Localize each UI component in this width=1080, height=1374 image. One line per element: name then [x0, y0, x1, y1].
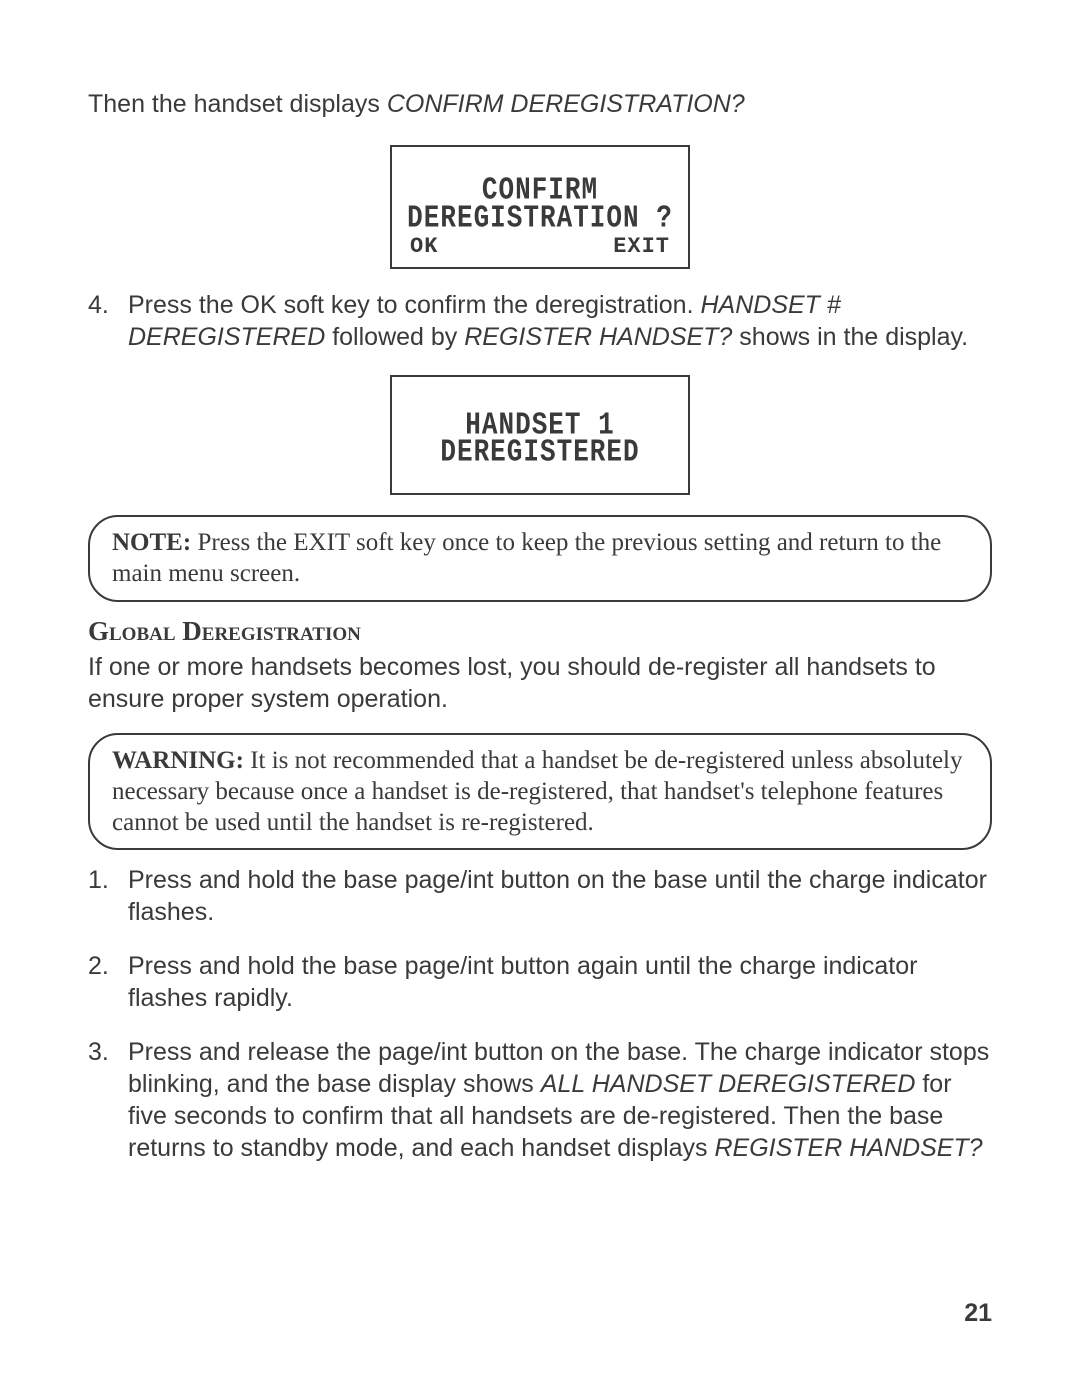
page-number: 21 — [964, 1299, 992, 1328]
intro-italic: CONFIRM DEREGISTRATION? — [387, 90, 745, 118]
step-1: 1. Press and hold the base page/int butt… — [88, 864, 992, 928]
note-body: Press the EXIT soft key once to keep the… — [112, 529, 941, 587]
note-callout: NOTE: Press the EXIT soft key once to ke… — [88, 515, 992, 602]
lcd-screen-confirm: CONFIRM DEREGISTRATION ? OK EXIT — [390, 145, 690, 269]
step-2-body: Press and hold the base page/int button … — [128, 950, 992, 1014]
intro-line: Then the handset displays CONFIRM DEREGI… — [88, 90, 992, 119]
warning-lead: WARNING: — [112, 747, 250, 774]
lcd2-line2: DEREGISTERED — [404, 436, 676, 469]
note-lead: NOTE: — [112, 529, 197, 556]
step-2-number: 2. — [88, 950, 128, 1014]
intro-prefix: Then the handset displays — [88, 90, 387, 118]
step-4: 4. Press the OK soft key to confirm the … — [88, 289, 992, 353]
step-1-body: Press and hold the base page/int button … — [128, 864, 992, 928]
lcd1-softkey-ok: OK — [410, 234, 438, 259]
section-body: If one or more handsets becomes lost, yo… — [88, 651, 992, 715]
warning-callout: WARNING: It is not recommended that a ha… — [88, 733, 992, 851]
s3-i2: REGISTER HANDSET? — [714, 1134, 982, 1162]
step-4-body: Press the OK soft key to confirm the der… — [128, 289, 992, 353]
lcd1-softkeys: OK EXIT — [404, 234, 676, 259]
lcd1-line2: DEREGISTRATION ? — [404, 202, 676, 235]
step4-t3: shows in the display. — [732, 323, 968, 351]
step-3: 3. Press and release the page/int button… — [88, 1036, 992, 1164]
step4-t2: followed by — [325, 323, 464, 351]
step4-i2: REGISTER HANDSET? — [464, 323, 732, 351]
lcd-screen-deregistered: HANDSET 1 DEREGISTERED — [390, 375, 690, 495]
step-3-number: 3. — [88, 1036, 128, 1164]
step-4-number: 4. — [88, 289, 128, 353]
section-heading: Global Deregistration — [88, 616, 992, 647]
lcd1-softkey-exit: EXIT — [613, 234, 670, 259]
step-2: 2. Press and hold the base page/int butt… — [88, 950, 992, 1014]
step4-t1: Press the OK soft key to confirm the der… — [128, 291, 700, 319]
s3-i1: ALL HANDSET DEREGISTERED — [541, 1070, 916, 1098]
step-3-body: Press and release the page/int button on… — [128, 1036, 992, 1164]
step-1-number: 1. — [88, 864, 128, 928]
